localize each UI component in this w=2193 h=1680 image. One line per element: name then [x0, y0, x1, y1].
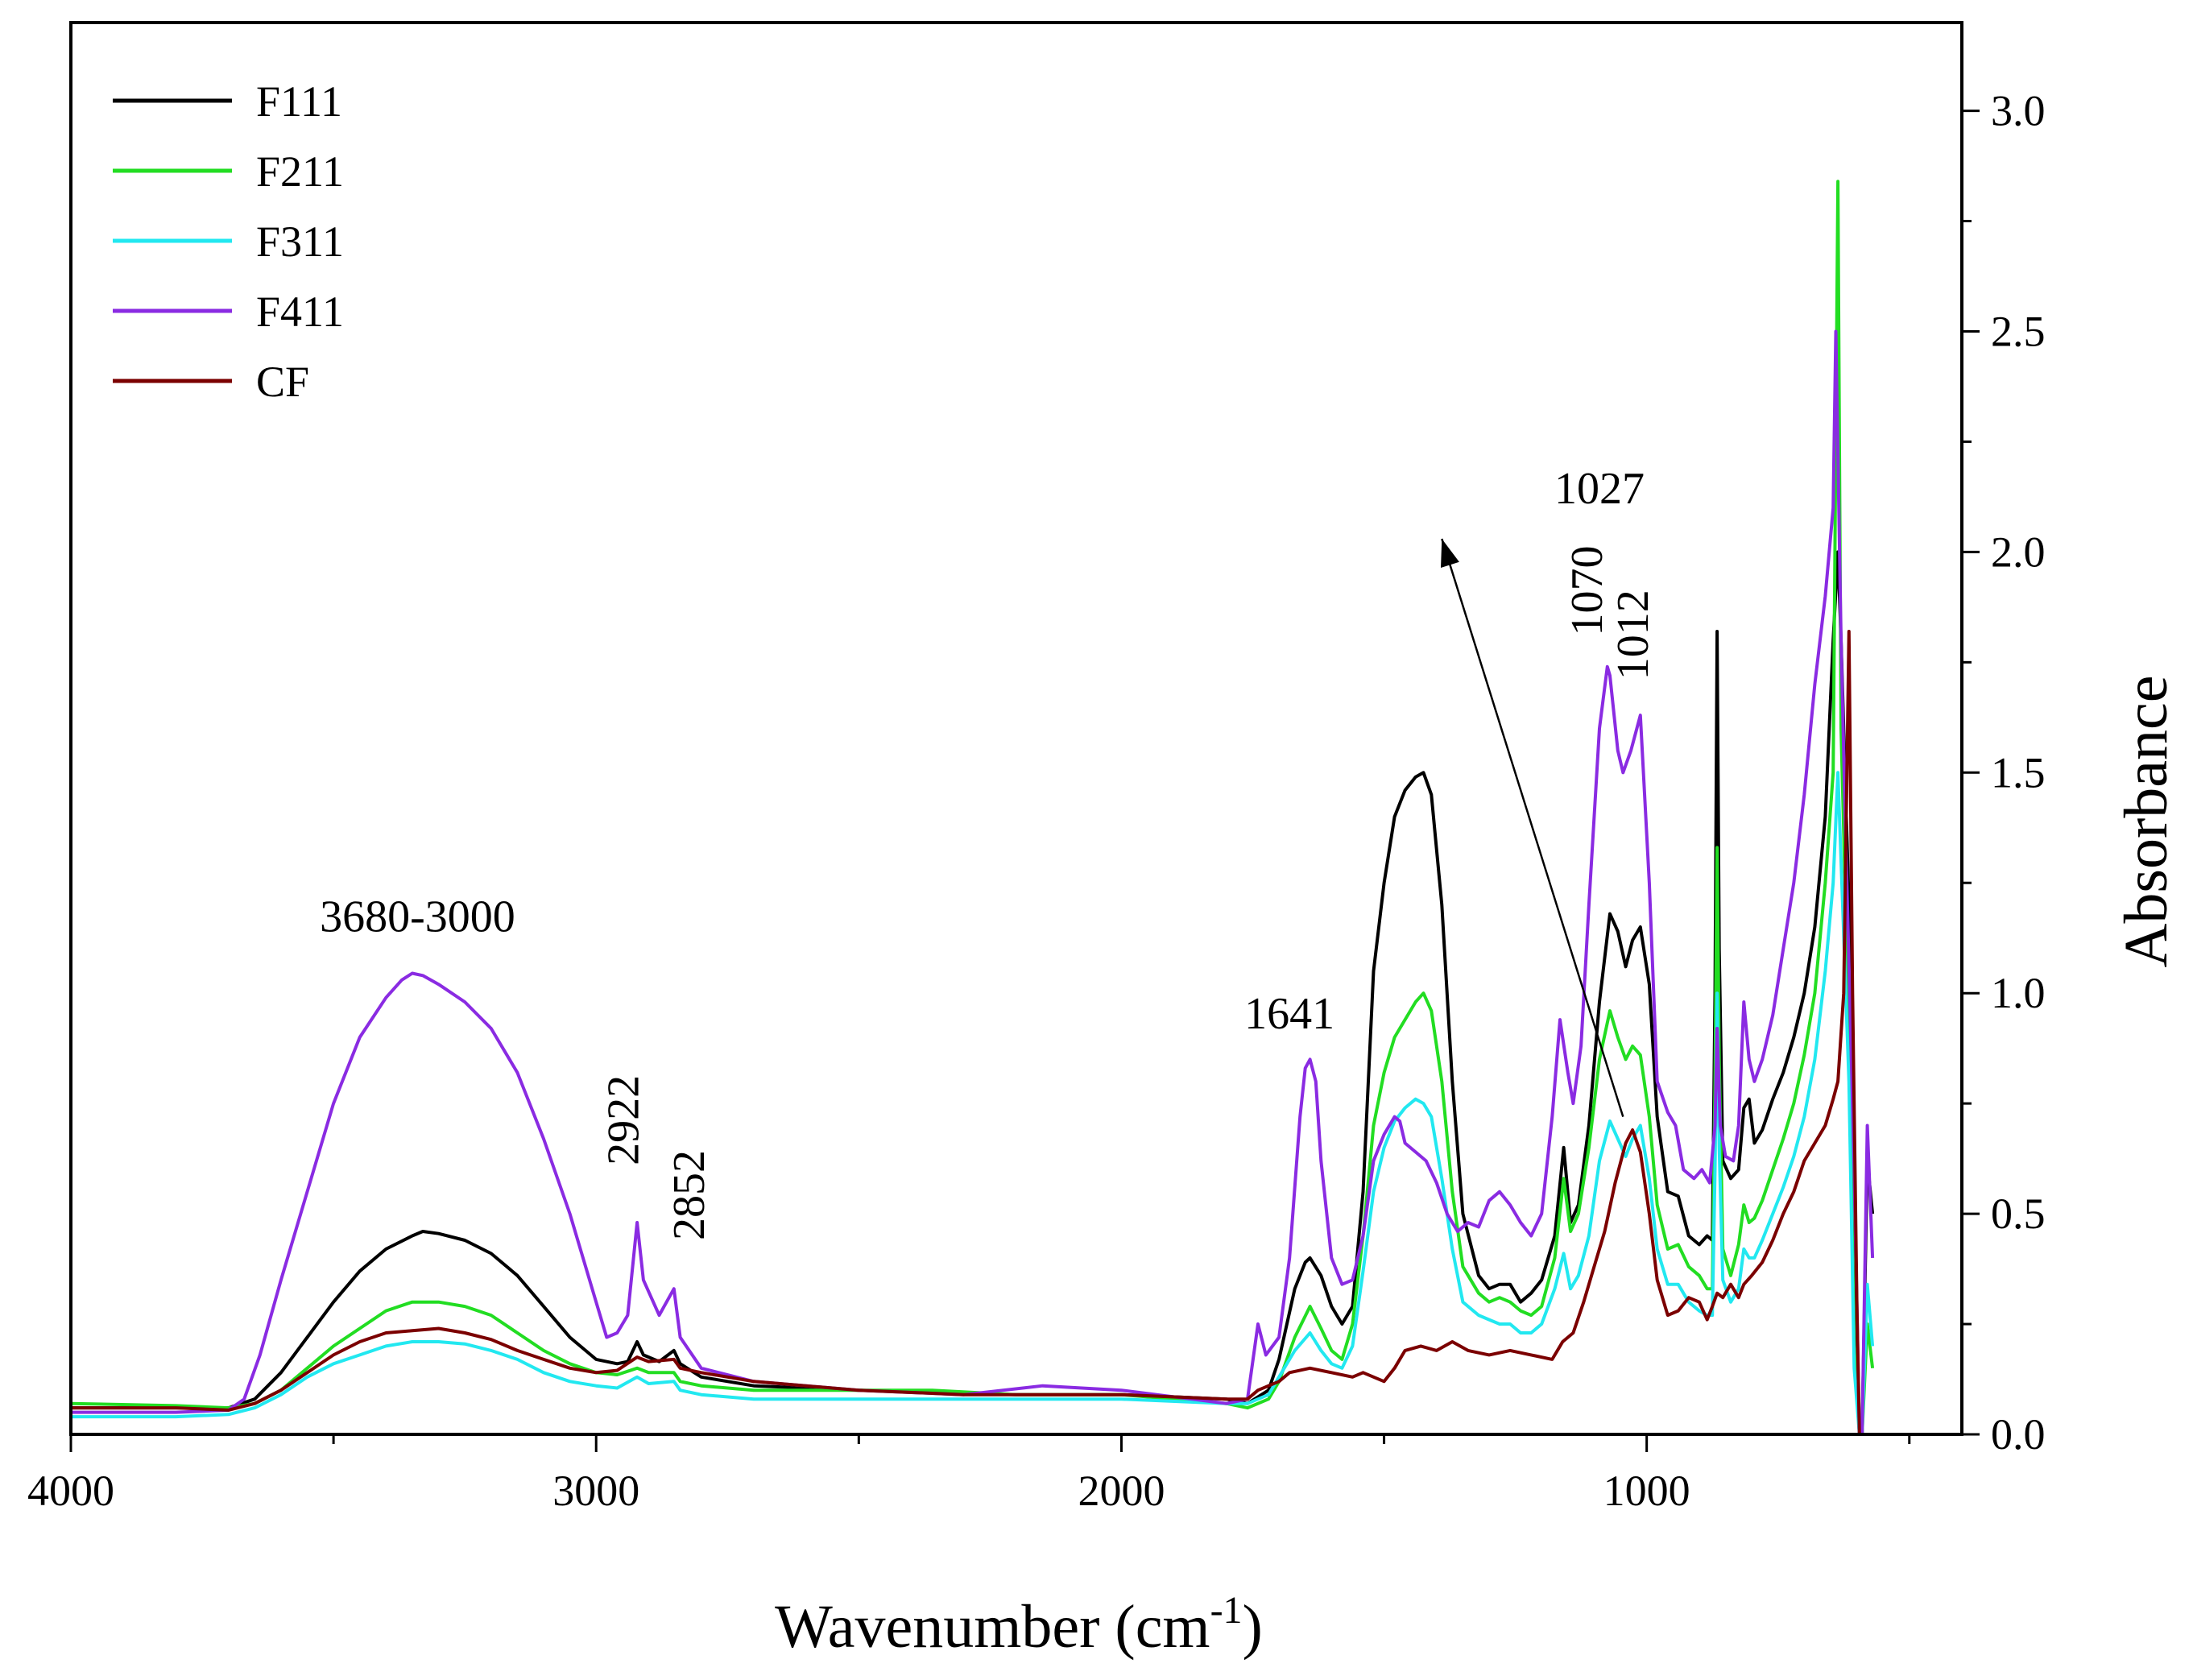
- y-tick-label: 2.0: [1991, 528, 2046, 576]
- annotation-label: 1027: [1554, 464, 1645, 514]
- annotation-arrow-head: [1441, 538, 1459, 568]
- series-line-f411: [71, 329, 1875, 1436]
- annotation-label: 1641: [1244, 989, 1334, 1039]
- annotation-label: 1012: [1608, 590, 1658, 680]
- y-tick-label: 2.5: [1991, 307, 2046, 355]
- annotation-label: 3680-3000: [320, 892, 515, 941]
- plot-frame: [69, 21, 1963, 1436]
- series-line-cf: [71, 630, 1863, 1436]
- x-tick-label: 4000: [27, 1467, 114, 1515]
- legend: F111 F211 F311 F411 CF: [113, 77, 344, 406]
- y-axis-title: Absorbance: [2112, 676, 2180, 968]
- y-tick-label: 0.0: [1991, 1410, 2046, 1459]
- legend-label-f211: F211: [256, 147, 344, 196]
- annotation-label: 2852: [664, 1150, 714, 1240]
- legend-label-f311: F311: [256, 217, 344, 266]
- x-axis-title: Wavenumber (cm-1): [775, 1589, 1263, 1661]
- series-line-f211: [70, 180, 1875, 1436]
- x-tick-label: 1000: [1603, 1467, 1690, 1515]
- annotation-arrow-line: [1441, 538, 1624, 1117]
- y-tick-label: 1.0: [1991, 969, 2046, 1017]
- annotation-label: 2922: [598, 1075, 648, 1165]
- legend-label-f411: F411: [256, 288, 344, 336]
- series-line-f111: [71, 550, 1875, 1436]
- legend-label-f111: F111: [256, 77, 342, 126]
- legend-label-cf: CF: [256, 358, 309, 406]
- series-line-f311: [71, 771, 1875, 1436]
- y-tick-label: 1.5: [1991, 748, 2046, 797]
- y-tick-label: 0.5: [1991, 1190, 2046, 1238]
- y-tick-label: 3.0: [1991, 87, 2046, 135]
- y-axis-ticks: 0.0 0.5 1.0 1.5 2.0 2.5 3.0: [1962, 87, 2046, 1459]
- x-tick-label: 2000: [1078, 1467, 1165, 1515]
- x-axis-ticks: 4000 3000 2000 1000: [27, 1434, 1911, 1515]
- annotation-label: 1070: [1562, 545, 1612, 635]
- series-layer: [70, 180, 1875, 1436]
- x-tick-label: 3000: [552, 1467, 639, 1515]
